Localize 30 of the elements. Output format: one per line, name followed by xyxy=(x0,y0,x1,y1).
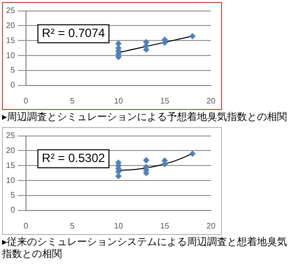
y-tick-label: 25 xyxy=(6,6,16,16)
text: ▸従来のシミュレーションシステムによる周辺調査と想着地臭気指数との相関 xyxy=(2,237,288,261)
point xyxy=(189,150,196,157)
x-tick-label: 10 xyxy=(114,96,124,106)
y-tick-label: 20 xyxy=(6,146,16,155)
y-tick-label: 20 xyxy=(6,20,16,30)
y-tick-label: 15 xyxy=(6,160,16,170)
y-tick-label: 10 xyxy=(6,176,16,185)
y-tick-label: 15 xyxy=(6,36,16,45)
y-tick-label: 5 xyxy=(10,190,16,200)
point xyxy=(189,33,196,40)
point xyxy=(115,173,122,180)
point xyxy=(143,157,150,164)
x-tick-label: 20 xyxy=(206,96,216,106)
x-tick-label: 5 xyxy=(70,221,75,230)
annotation: R² = 0.7074 xyxy=(42,26,106,40)
x-tick-label: 5 xyxy=(70,96,75,106)
x-tick-label: 0 xyxy=(24,221,29,230)
x-tick-label: 15 xyxy=(160,96,170,106)
y-tick-label: 0 xyxy=(10,80,16,90)
y-tick-label: 5 xyxy=(10,66,16,75)
annotation: R² = 0.5302 xyxy=(42,151,106,166)
x-tick-label: 20 xyxy=(206,221,216,230)
x-tick-label: 15 xyxy=(160,221,170,230)
text: ▸周辺調査とシミュレーションによる予想着地臭気指数との相関 xyxy=(2,112,288,124)
x-tick-label: 10 xyxy=(114,221,124,230)
y-tick-label: 0 xyxy=(10,206,16,215)
x-tick-label: 0 xyxy=(24,96,29,106)
y-tick-label: 10 xyxy=(6,50,16,60)
y-tick-label: 25 xyxy=(6,131,16,140)
